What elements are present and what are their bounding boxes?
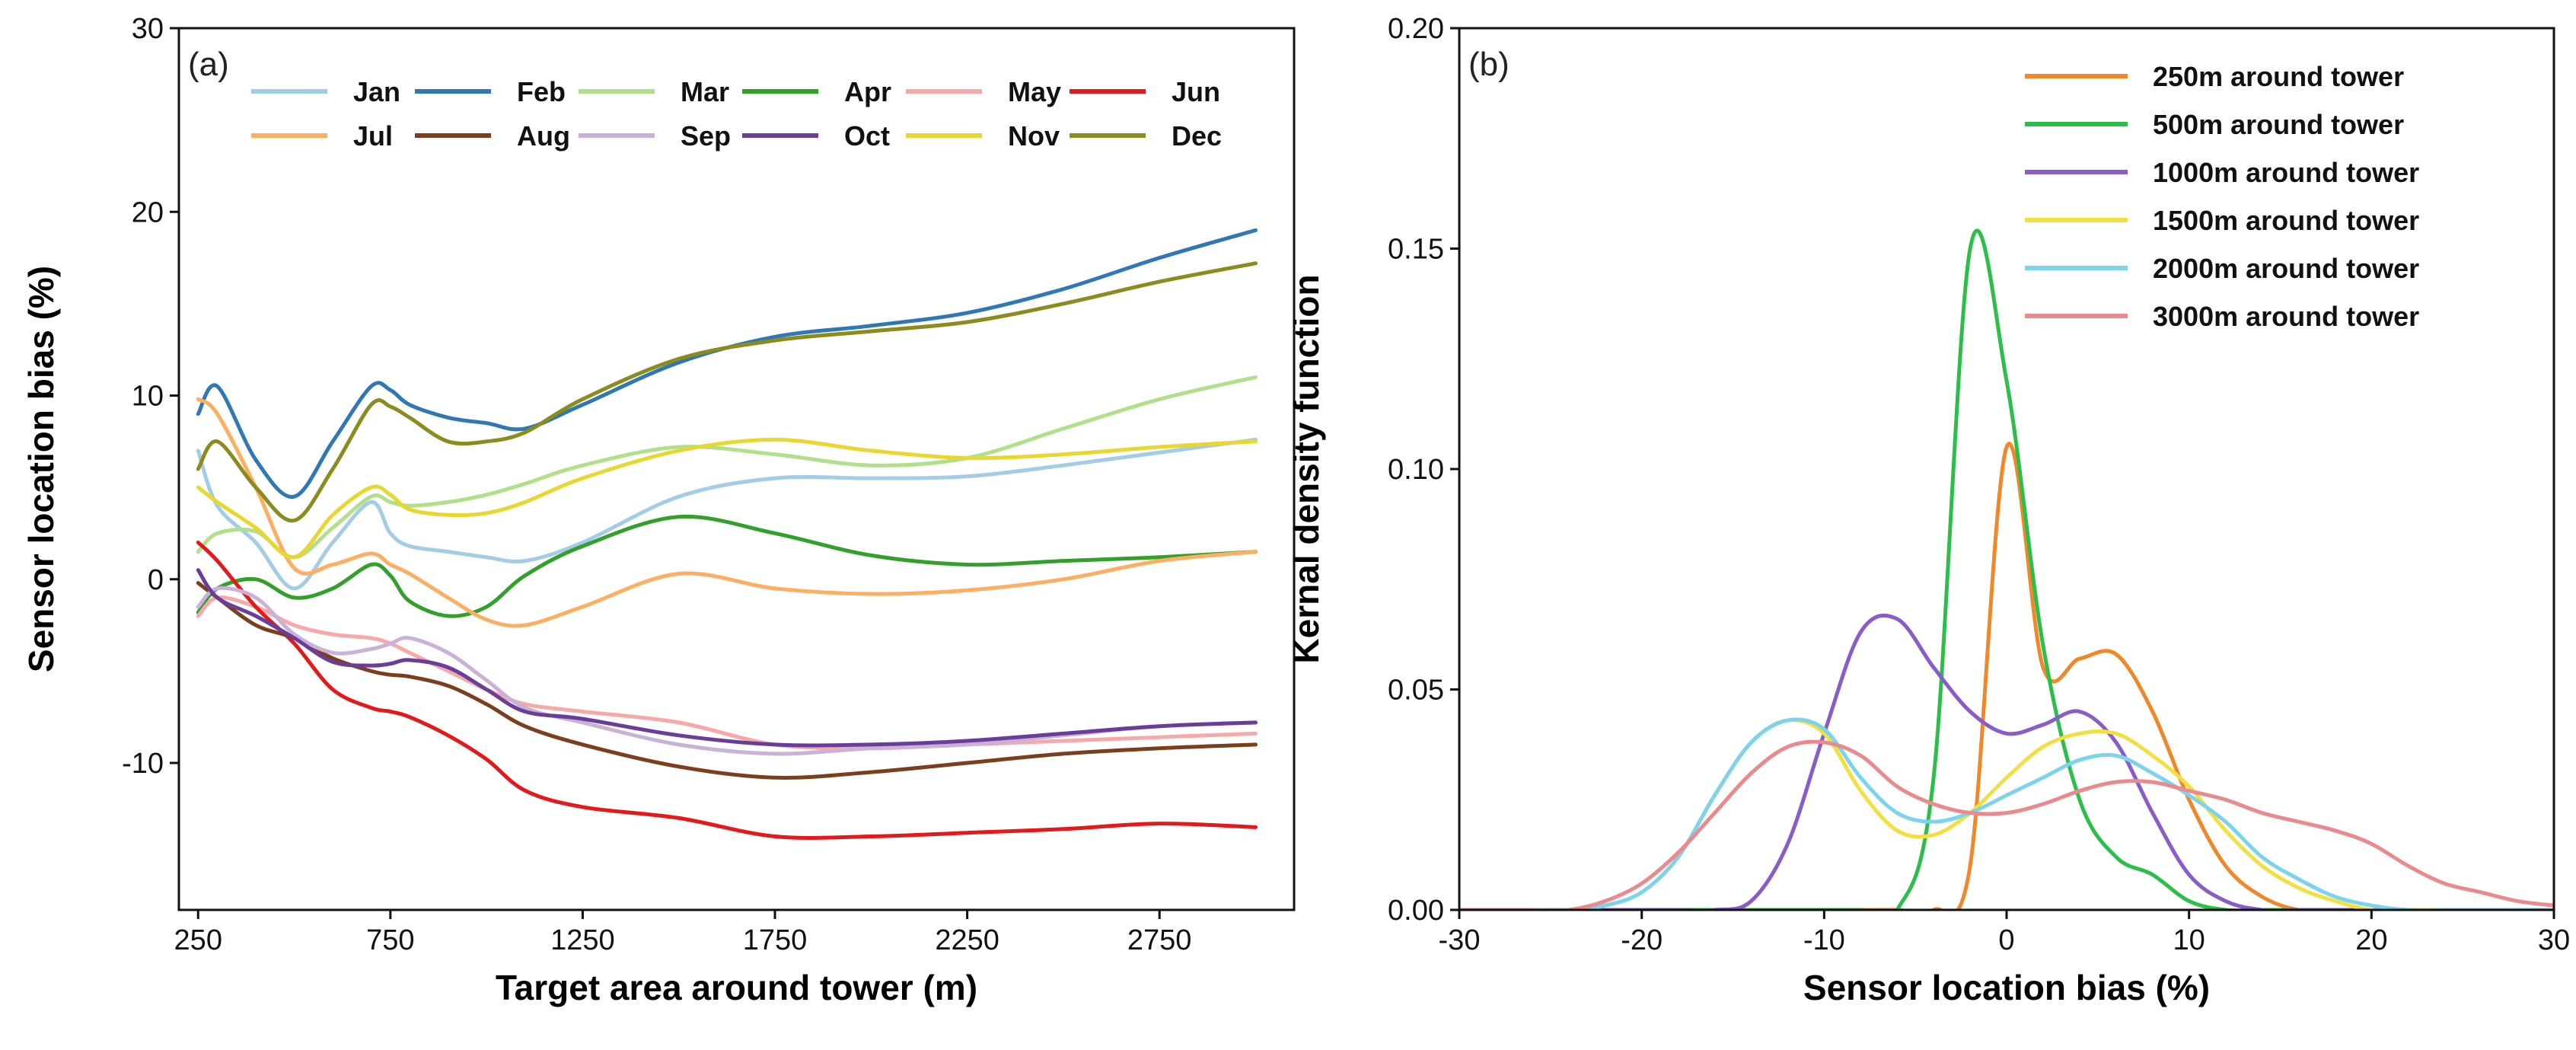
- series-line-sep: [196, 586, 1258, 756]
- legend-label-3000m-around-tower: 3000m around tower: [2153, 301, 2419, 332]
- legend-label-jul: Jul: [353, 120, 393, 152]
- series-line-nov: [196, 437, 1258, 560]
- series-line-2000m-around-tower: [1459, 717, 2554, 910]
- series-line-apr: [196, 514, 1258, 618]
- series-line-jan: [196, 437, 1258, 591]
- x-axis-label: Target area around tower (m): [496, 968, 977, 1007]
- y-tick-label: 0: [148, 564, 164, 596]
- y-axis-label: Sensor location bias (%): [21, 266, 61, 672]
- legend-label-aug: Aug: [517, 120, 570, 152]
- series-line-1500m-around-tower: [1459, 718, 2554, 910]
- x-tick-label: 20: [2355, 924, 2387, 956]
- legend-label-500m-around-tower: 500m around tower: [2153, 109, 2404, 140]
- panel-label: (a): [188, 46, 229, 83]
- legend-label-oct: Oct: [844, 120, 890, 152]
- series-line-500m-around-tower: [1459, 228, 2554, 910]
- x-tick-label: 2250: [935, 924, 999, 956]
- legend: 250m around tower 500m around tower 1000m …: [2025, 61, 2419, 332]
- legend: Jan Feb Mar Apr May Jun Jul Aug Sep Oct Nov Dec: [251, 76, 1222, 152]
- x-tick-label: -20: [1621, 924, 1663, 956]
- series-line-may: [196, 595, 1258, 751]
- x-tick-label: 2750: [1127, 924, 1192, 956]
- legend-label-1000m-around-tower: 1000m around tower: [2153, 157, 2419, 188]
- legend-label-jun: Jun: [1172, 76, 1220, 107]
- series-line-250m-around-tower: [1459, 442, 2554, 910]
- legend-label-250m-around-tower: 250m around tower: [2153, 61, 2404, 92]
- y-tick-label: 10: [132, 381, 164, 413]
- series-line-jul: [196, 397, 1258, 628]
- x-tick-label: -30: [1439, 924, 1481, 956]
- legend-label-feb: Feb: [517, 76, 566, 107]
- x-tick-label: 0: [1998, 924, 2014, 956]
- series-line-3000m-around-tower: [1459, 739, 2554, 910]
- panel-a-chart: 250 750 1250 1750 2250 2750 -10 0 10 20 30 Target a…: [21, 13, 1296, 1007]
- x-tick-label: 1750: [743, 924, 808, 956]
- y-tick-label: 0.20: [1388, 13, 1444, 45]
- legend-label-2000m-around-tower: 2000m around tower: [2153, 253, 2419, 284]
- x-tick-label: 30: [2538, 924, 2570, 956]
- panel-label: (b): [1468, 46, 1510, 83]
- x-tick-label: 250: [174, 924, 222, 956]
- y-tick-label: -10: [122, 748, 164, 780]
- series-line-dec: [196, 261, 1258, 523]
- y-axis-label: Kernal density function: [1286, 274, 1326, 663]
- legend-label-nov: Nov: [1008, 120, 1060, 152]
- plot-frame: [177, 27, 1296, 911]
- series-lines: [1459, 228, 2554, 910]
- y-tick-label: 0.00: [1388, 895, 1444, 927]
- legend-label-dec: Dec: [1172, 120, 1222, 152]
- x-tick-label: -10: [1803, 924, 1845, 956]
- y-tick-label: 30: [132, 13, 164, 45]
- y-tick-label: 20: [132, 196, 164, 228]
- y-tick-label: 0.15: [1388, 234, 1444, 266]
- legend-label-mar: Mar: [681, 76, 729, 107]
- x-tick-label: 1250: [550, 924, 615, 956]
- series-line-jun: [196, 541, 1258, 840]
- series-line-1000m-around-tower: [1459, 613, 2554, 910]
- y-tick-label: 0.05: [1388, 675, 1444, 707]
- series-line-mar: [196, 375, 1258, 560]
- x-tick-label: 10: [2173, 924, 2205, 956]
- x-axis-label: Sensor location bias (%): [1803, 968, 2210, 1007]
- series-line-aug: [196, 581, 1258, 780]
- x-tick-label: 750: [366, 924, 414, 956]
- series-line-feb: [196, 228, 1258, 499]
- legend-label-may: May: [1008, 76, 1061, 107]
- legend-label-jan: Jan: [353, 76, 400, 107]
- legend-label-sep: Sep: [681, 120, 731, 152]
- y-tick-label: 0.10: [1388, 454, 1444, 486]
- legend-label-1500m-around-tower: 1500m around tower: [2153, 205, 2419, 236]
- series-line-oct: [196, 568, 1258, 748]
- legend-label-apr: Apr: [844, 76, 891, 107]
- panel-b-chart: -30 -20 -10 0 10 20 30 0.00 0.05 0.10 0.15 0.20 Sens…: [1286, 13, 2570, 1007]
- series-lines: [196, 228, 1258, 840]
